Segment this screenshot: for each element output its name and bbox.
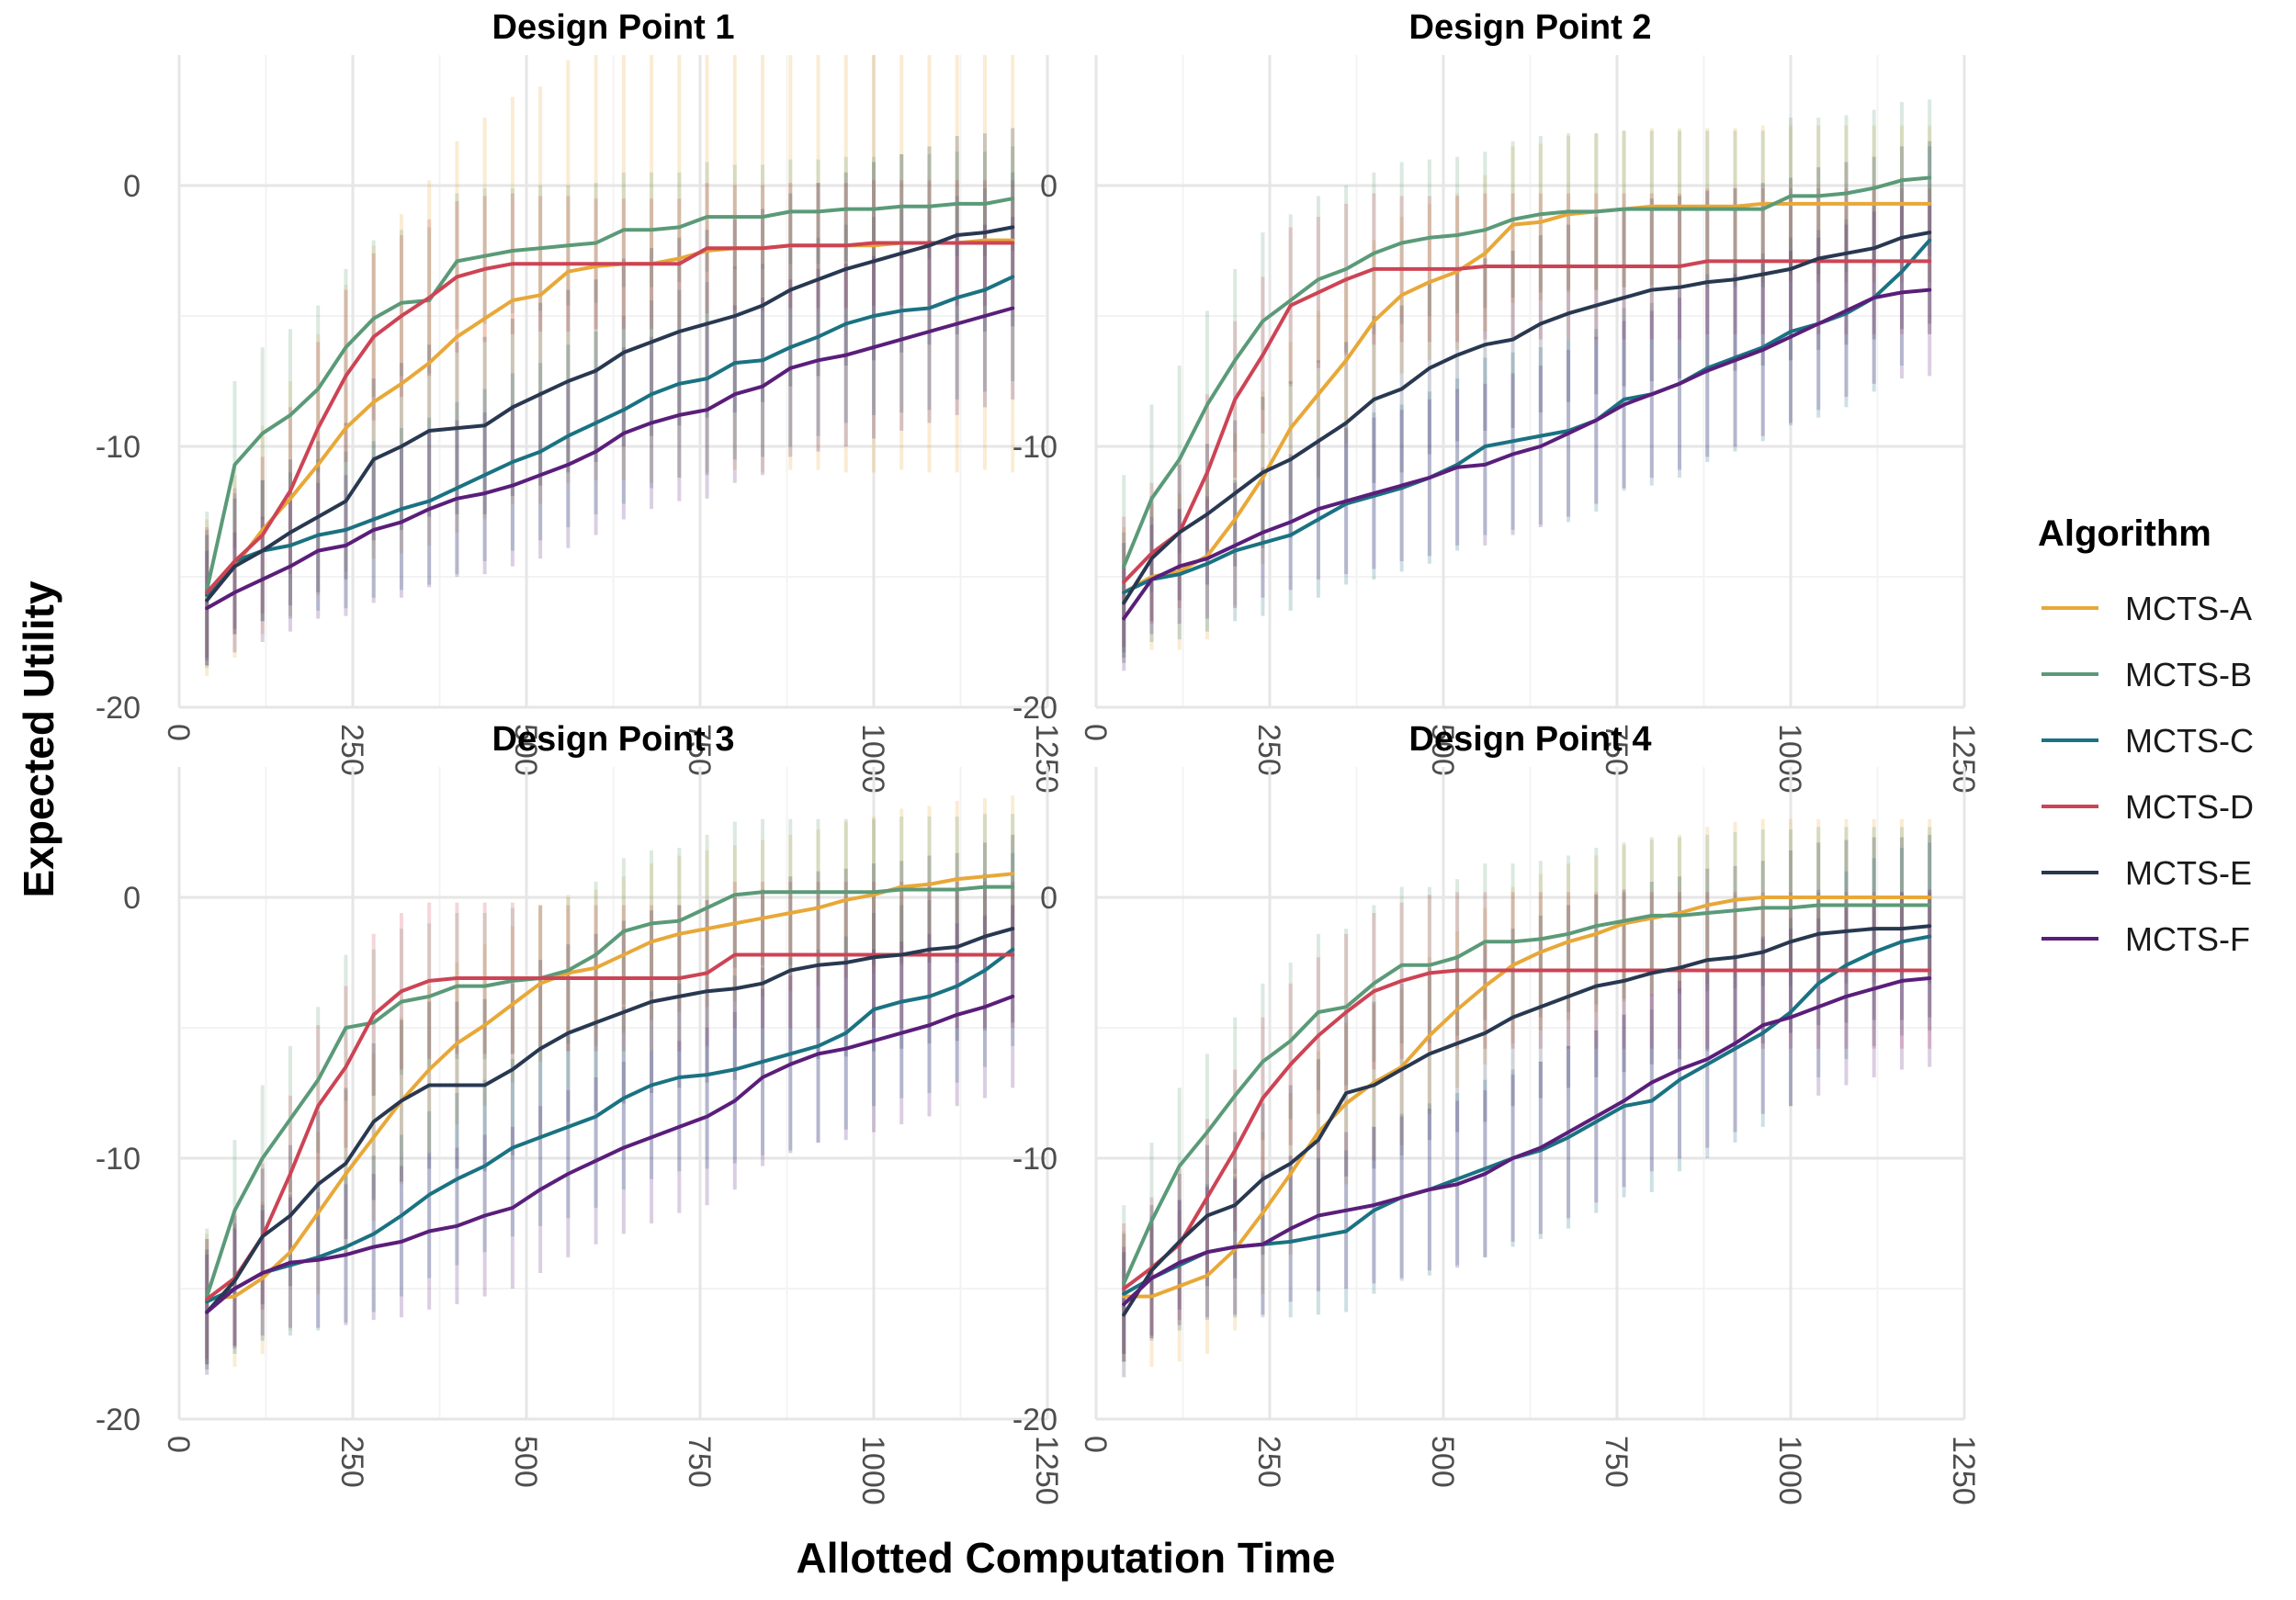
panel-4: Design Point 4 -20 -10 0 0 250 500 750 1000 1250 <box>1012 720 1981 1505</box>
y-tick-label: -20 <box>1012 1403 1058 1437</box>
x-tick-label: 1250 <box>1946 1436 1981 1505</box>
series-lines <box>1122 896 1932 1317</box>
legend-entry-mcts-c: MCTS-C <box>2042 722 2254 760</box>
x-tick-label: 750 <box>1599 1436 1634 1488</box>
legend-title: Algorithm <box>2038 513 2211 554</box>
y-tick-label: 0 <box>123 169 141 204</box>
series-line-mcts-f <box>1122 287 1932 621</box>
legend-entry-mcts-e: MCTS-E <box>2042 854 2252 892</box>
y-tick-label: -20 <box>96 1403 141 1437</box>
series-line-mcts-b <box>205 885 1015 1299</box>
series-line-mcts-d <box>205 241 1015 594</box>
y-axis-title: Expected Utility <box>15 580 62 898</box>
legend-label: MCTS-F <box>2125 920 2250 958</box>
gridlines <box>1094 767 1966 1421</box>
series-lines <box>1122 175 1932 621</box>
series-line-mcts-f <box>205 306 1015 611</box>
y-tick-label: -10 <box>96 1142 141 1177</box>
panel-title: Design Point 3 <box>492 720 735 759</box>
series-line-mcts-c <box>205 275 1015 597</box>
series-line-mcts-d <box>205 952 1015 1301</box>
legend-label: MCTS-B <box>2125 656 2252 693</box>
x-tick-label: 750 <box>682 1436 717 1488</box>
series-line-mcts-e <box>205 927 1015 1314</box>
panel-title: Design Point 1 <box>492 8 735 47</box>
legend-label: MCTS-D <box>2125 788 2254 826</box>
x-tick-label: 0 <box>161 1436 196 1453</box>
series-line-mcts-c <box>205 947 1015 1304</box>
x-tick-label: 250 <box>1251 1436 1286 1488</box>
series-line-mcts-d <box>1122 968 1932 1290</box>
x-tick-label: 500 <box>1425 1436 1460 1488</box>
legend-label: MCTS-E <box>2125 854 2252 892</box>
legend-entry-mcts-a: MCTS-A <box>2042 590 2252 627</box>
y-tick-label: -10 <box>96 430 141 465</box>
series-line-mcts-d <box>1122 259 1932 584</box>
y-tick-label: -10 <box>1012 430 1058 465</box>
x-tick-label: 0 <box>1078 1436 1113 1453</box>
y-tick-label: -10 <box>1012 1142 1058 1177</box>
panel-1: Design Point 1-20-1000 250 500 750 1000 1250 <box>96 8 1064 794</box>
legend-entries: MCTS-A MCTS-B MCTS-C MCTS-D MCTS-E MCTS-F <box>2042 590 2254 958</box>
series-line-mcts-e <box>1122 231 1932 605</box>
panel-title: Design Point 4 <box>1409 720 1652 759</box>
series-line-mcts-f <box>205 994 1015 1314</box>
legend-label: MCTS-C <box>2125 722 2254 760</box>
x-tick-label: 250 <box>334 1436 369 1488</box>
legend-label: MCTS-A <box>2125 590 2252 627</box>
x-tick-label: 1000 <box>1772 1436 1807 1505</box>
x-tick-label: 500 <box>508 1436 543 1488</box>
gridlines <box>177 767 1049 1421</box>
legend-entry-mcts-f: MCTS-F <box>2042 920 2250 958</box>
x-tick-label: 1250 <box>1029 1436 1064 1505</box>
panels-layer: Design Point 1-20-1000 250 500 750 1000 1250D… <box>96 8 1981 1505</box>
panel-2: Design Point 2-20-1000 250 500 750 1000 1250 <box>1012 8 1981 794</box>
y-tick-label: -20 <box>1012 691 1058 726</box>
series-line-mcts-a <box>1122 201 1932 594</box>
series-line-mcts-e <box>205 225 1015 603</box>
series-lines <box>205 197 1015 611</box>
x-tick-label: 0 <box>1078 724 1113 741</box>
y-tick-label: 0 <box>1040 169 1058 204</box>
x-axis-title: Allotted Computation Time <box>797 1534 1336 1582</box>
legend: Algorithm MCTS-A MCTS-B MCTS-C MCTS-D MCTS-E… <box>2038 513 2254 958</box>
y-tick-label: 0 <box>1040 881 1058 916</box>
gridlines <box>1094 55 1966 709</box>
panel-3: Design Point 3 -20 -10 0 0 250 500 750 1000 1250 <box>96 720 1064 1505</box>
series-lines <box>205 872 1015 1314</box>
legend-entry-mcts-d: MCTS-D <box>2042 788 2254 826</box>
y-tick-label: -20 <box>96 691 141 726</box>
x-tick-label: 1000 <box>855 1436 890 1505</box>
series-line-mcts-c <box>1122 238 1932 594</box>
x-tick-label: 0 <box>161 724 196 741</box>
series-line-mcts-b <box>1122 175 1932 569</box>
series-line-mcts-b <box>1122 903 1932 1286</box>
series-line-mcts-b <box>205 197 1015 592</box>
series-line-mcts-a <box>1122 896 1932 1299</box>
y-tick-label: 0 <box>123 881 141 916</box>
series-line-mcts-e <box>1122 924 1932 1317</box>
panel-title: Design Point 2 <box>1409 8 1652 47</box>
series-line-mcts-f <box>1122 976 1932 1306</box>
legend-entry-mcts-b: MCTS-B <box>2042 656 2252 693</box>
